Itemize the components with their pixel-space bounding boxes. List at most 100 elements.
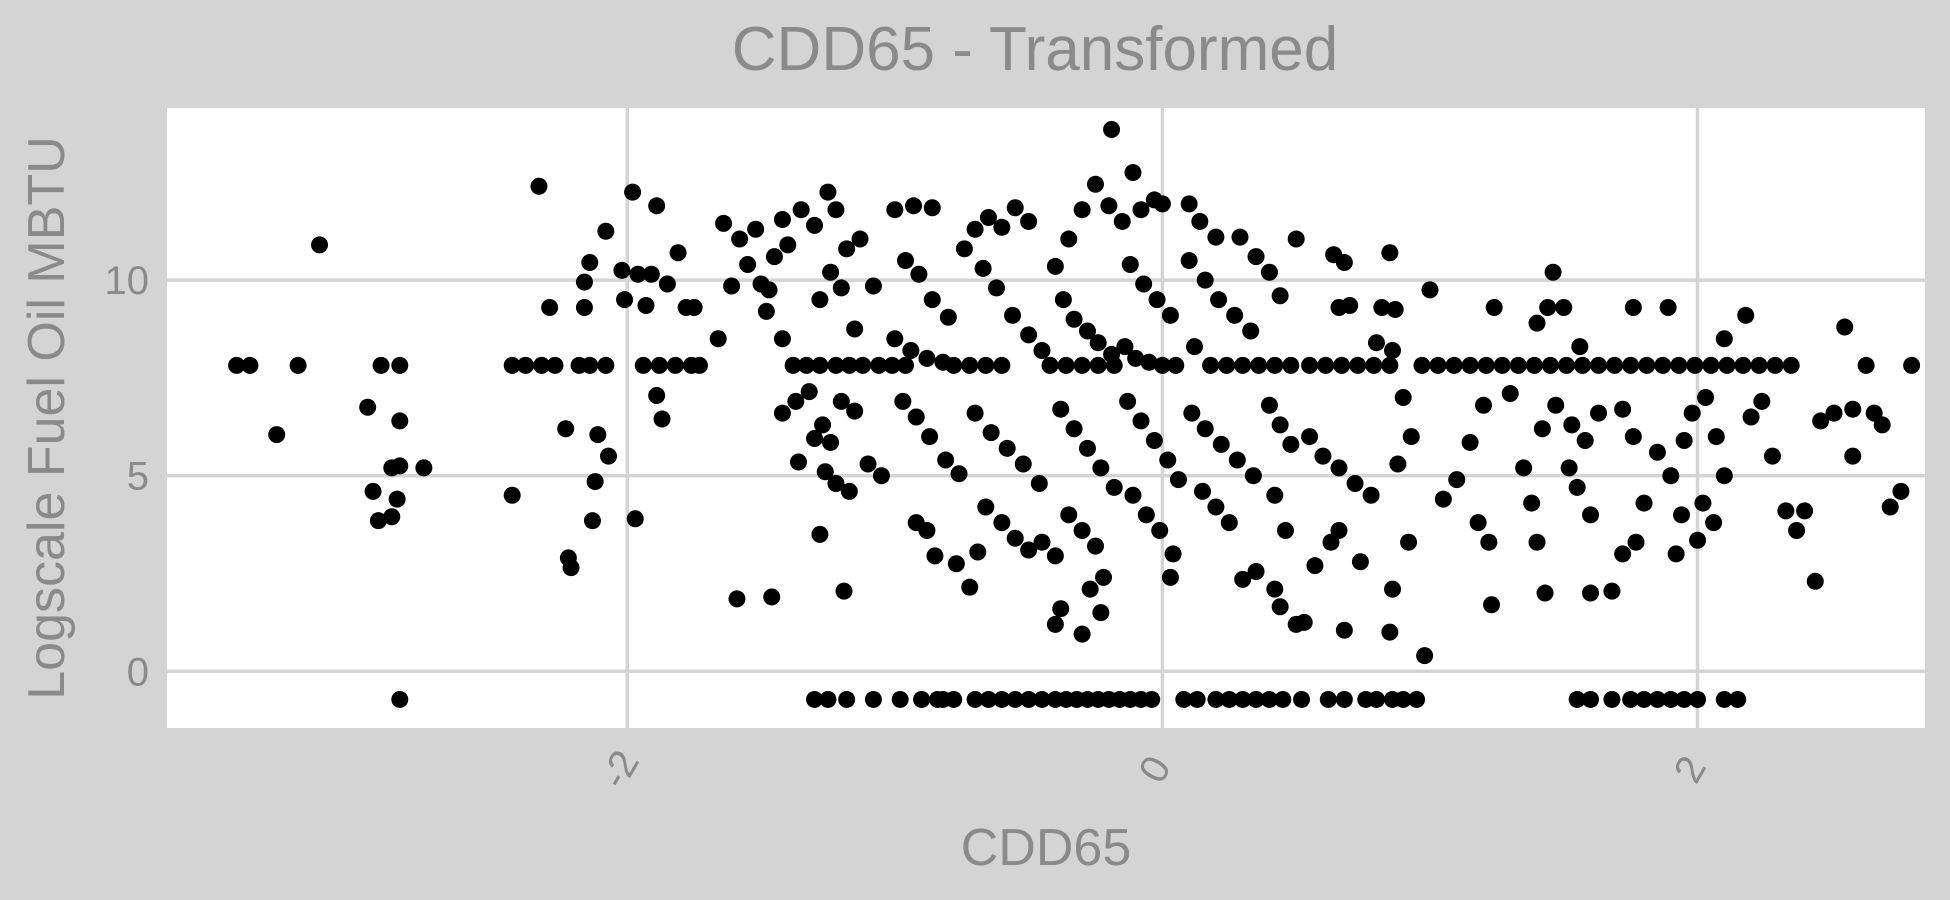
- data-point: [773, 404, 791, 422]
- data-point: [575, 298, 593, 316]
- data-point: [1373, 298, 1391, 316]
- data-point: [937, 451, 955, 469]
- data-point: [1271, 287, 1289, 305]
- data-point: [1191, 212, 1209, 230]
- data-point: [1402, 428, 1420, 446]
- data-point: [372, 356, 390, 374]
- data-point: [1627, 533, 1645, 551]
- data-point: [1381, 244, 1399, 262]
- data-point: [533, 356, 551, 374]
- data-point: [626, 510, 644, 528]
- data-point: [1533, 420, 1551, 438]
- data-point: [1250, 356, 1268, 374]
- data-point: [1750, 356, 1768, 374]
- data-point: [905, 197, 923, 215]
- data-point: [947, 555, 965, 573]
- y-tick-label: 5: [127, 455, 149, 499]
- data-point: [1766, 356, 1784, 374]
- data-point: [779, 236, 797, 254]
- data-point: [1394, 690, 1412, 708]
- data-point: [1169, 471, 1187, 489]
- data-point: [1065, 420, 1083, 438]
- data-point: [1052, 400, 1070, 418]
- data-point: [624, 183, 642, 201]
- data-point: [1523, 494, 1541, 512]
- data-point: [658, 275, 676, 293]
- plot-panel: [167, 108, 1925, 728]
- data-point: [846, 320, 864, 338]
- data-point: [923, 199, 941, 217]
- data-point: [819, 690, 837, 708]
- data-point: [814, 416, 832, 434]
- data-point: [1153, 195, 1171, 213]
- data-point: [1477, 356, 1495, 374]
- data-point: [1683, 404, 1701, 422]
- data-point: [926, 547, 944, 565]
- data-point: [1196, 271, 1214, 289]
- data-point: [1445, 356, 1463, 374]
- data-point: [1153, 356, 1171, 374]
- data-point: [1282, 435, 1300, 453]
- data-point: [1260, 396, 1278, 414]
- data-point: [784, 356, 802, 374]
- data-point: [1228, 451, 1246, 469]
- data-point: [1582, 584, 1600, 602]
- data-point: [1715, 330, 1733, 348]
- data-point: [1220, 690, 1238, 708]
- data-point: [822, 433, 840, 451]
- data-point: [1351, 553, 1369, 571]
- data-point: [1078, 322, 1096, 340]
- data-point: [666, 356, 684, 374]
- data-point: [1330, 459, 1348, 477]
- data-point: [851, 230, 869, 248]
- data-point: [1046, 615, 1064, 633]
- data-point: [391, 457, 409, 475]
- data-point: [1271, 416, 1289, 434]
- data-point: [1525, 356, 1543, 374]
- data-point: [1295, 613, 1313, 631]
- data-point: [1161, 306, 1179, 324]
- data-point: [1073, 356, 1091, 374]
- y-tick-label: 0: [127, 650, 149, 694]
- data-point: [581, 356, 599, 374]
- data-point: [1073, 201, 1091, 219]
- data-point: [822, 263, 840, 281]
- data-point: [1137, 506, 1155, 524]
- data-point: [1654, 356, 1672, 374]
- data-point: [1006, 690, 1024, 708]
- data-point: [1276, 521, 1294, 539]
- data-point: [1207, 690, 1225, 708]
- data-point: [1087, 175, 1105, 193]
- data-point: [1234, 356, 1252, 374]
- data-point: [1367, 690, 1385, 708]
- data-point: [1188, 690, 1206, 708]
- data-point: [1788, 521, 1806, 539]
- data-point: [1194, 482, 1212, 500]
- data-point: [557, 420, 575, 438]
- data-point: [1873, 416, 1891, 434]
- data-point: [1207, 228, 1225, 246]
- data-point: [1635, 690, 1653, 708]
- data-point: [1218, 356, 1236, 374]
- data-point: [1715, 690, 1733, 708]
- data-point: [966, 404, 984, 422]
- data-point: [979, 209, 997, 227]
- data-point: [1167, 356, 1185, 374]
- data-point: [1100, 197, 1118, 215]
- data-point: [1638, 356, 1656, 374]
- data-point: [1515, 459, 1533, 477]
- data-point: [648, 387, 666, 405]
- data-point: [359, 398, 377, 416]
- data-point: [1260, 690, 1278, 708]
- data-point: [1330, 521, 1348, 539]
- data-point: [1274, 690, 1292, 708]
- data-point: [1054, 291, 1072, 309]
- data-point: [945, 690, 963, 708]
- data-point: [1266, 486, 1284, 504]
- data-point: [1384, 342, 1402, 360]
- data-point: [1207, 498, 1225, 516]
- data-point: [1124, 164, 1142, 182]
- data-point: [1234, 570, 1252, 588]
- data-point: [1734, 356, 1752, 374]
- data-point: [1175, 690, 1193, 708]
